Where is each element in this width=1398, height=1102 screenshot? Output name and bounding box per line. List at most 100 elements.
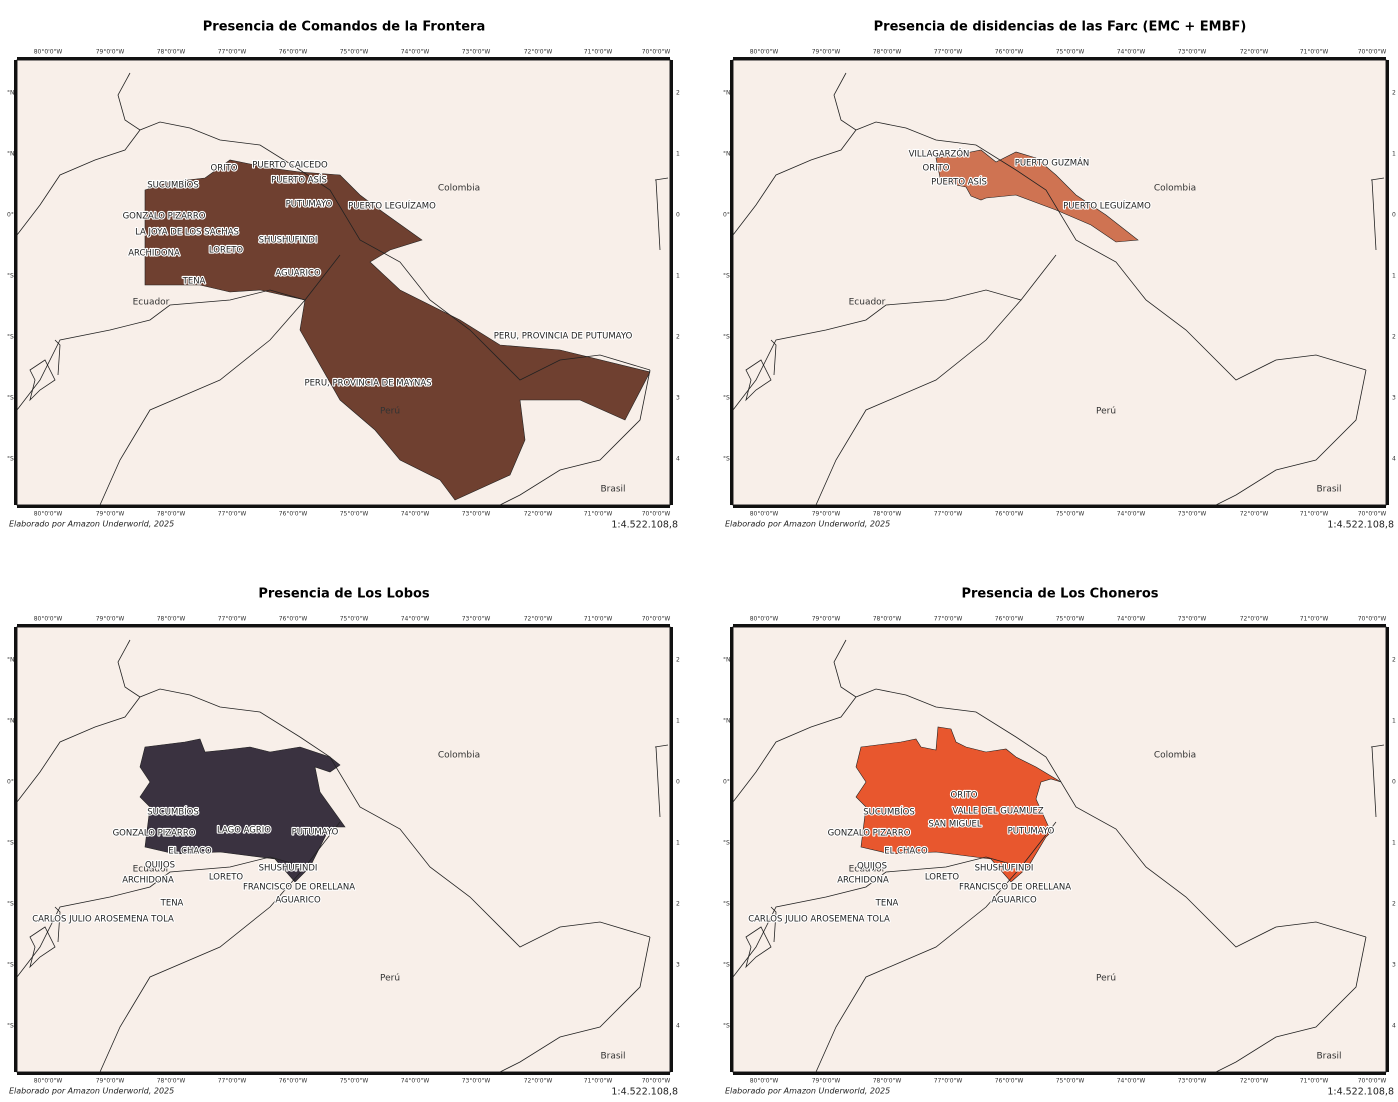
lat-tick-label: 0°	[723, 779, 730, 786]
country-label: Colombia	[1154, 751, 1196, 761]
scale: 1:4.522.108,8	[611, 1087, 678, 1098]
lon-tick-label: 75°0'0"W	[1056, 511, 1085, 518]
lat-tick-label: 0	[676, 212, 680, 219]
lon-tick-label: 72°0'0"W	[1240, 616, 1269, 623]
lon-tick-label: 71°0'0"W	[1300, 1078, 1329, 1085]
lon-tick-label: 76°0'0"W	[995, 511, 1024, 518]
lon-tick-label: 70°0'0"W	[1358, 49, 1387, 56]
lon-tick-label: 77°0'0"W	[934, 1078, 963, 1085]
country-label: Perú	[1096, 407, 1116, 417]
lat-tick-label: °N	[723, 718, 731, 725]
map-panel: Presencia de Los Lobos 80°0'0"W 80°0'0"W 79…	[7, 587, 680, 1098]
region-label: LORETO	[209, 246, 244, 256]
region-label: SHUSHUFINDI	[259, 236, 318, 246]
lat-tick-label: °S	[723, 273, 730, 280]
region-label: ARCHIDONA	[837, 876, 889, 886]
lat-tick-label: 2	[1392, 901, 1396, 908]
lat-tick-label: °S	[7, 1023, 14, 1030]
region-label: EL CHACO	[168, 847, 212, 857]
lon-tick-label: 73°0'0"W	[462, 49, 491, 56]
lon-tick-label: 76°0'0"W	[279, 511, 308, 518]
lon-tick-label: 73°0'0"W	[1178, 616, 1207, 623]
lon-tick-label: 70°0'0"W	[1358, 511, 1387, 518]
region-label: TENA	[875, 899, 899, 909]
map-panel: Presencia de disidencias de las Farc (EM…	[723, 20, 1396, 531]
lon-tick-label: 75°0'0"W	[1056, 49, 1085, 56]
lat-tick-label: 4	[676, 456, 680, 463]
lon-tick-label: 73°0'0"W	[1178, 511, 1207, 518]
lat-tick-label: 1	[676, 273, 680, 280]
lon-tick-label: 79°0'0"W	[812, 511, 841, 518]
region-label: QUIJOS	[145, 861, 175, 871]
map-panel: Presencia de Los Choneros 80°0'0"W 80°0'0"…	[723, 587, 1396, 1098]
lon-tick-label: 71°0'0"W	[1300, 616, 1329, 623]
map-panel: Presencia de Comandos de la Frontera 80°0…	[7, 20, 680, 531]
lon-tick-label: 79°0'0"W	[96, 616, 125, 623]
presence-area	[855, 726, 1062, 883]
lat-tick-label: 1	[676, 151, 680, 158]
lon-tick-label: 77°0'0"W	[218, 1078, 247, 1085]
region-label: ORITO	[211, 164, 238, 174]
lon-tick-label: 74°0'0"W	[1117, 1078, 1146, 1085]
lat-tick-label: °S	[7, 456, 14, 463]
country-label: Ecuador	[133, 298, 170, 308]
lon-tick-label: 78°0'0"W	[873, 49, 902, 56]
region-label: PUERTO GUZMÁN	[1015, 157, 1090, 169]
lon-tick-label: 75°0'0"W	[340, 49, 369, 56]
country-label: Brasil	[600, 1052, 625, 1062]
lon-tick-label: 72°0'0"W	[524, 1078, 553, 1085]
lon-tick-label: 80°0'0"W	[34, 49, 63, 56]
lon-tick-label: 78°0'0"W	[873, 616, 902, 623]
country-label: Colombia	[438, 751, 480, 761]
region-label: FRANCISCO DE ORELLANA	[243, 883, 355, 893]
lon-tick-label: 72°0'0"W	[1240, 511, 1269, 518]
lon-tick-label: 73°0'0"W	[1178, 49, 1207, 56]
lon-tick-label: 77°0'0"W	[218, 49, 247, 56]
lat-tick-label: 1	[1392, 151, 1396, 158]
region-label: AGUARICO	[275, 896, 321, 906]
region-label: EL CHACO	[884, 847, 928, 857]
lon-tick-label: 70°0'0"W	[1358, 1078, 1387, 1085]
lat-tick-label: 2	[1392, 90, 1396, 97]
lat-tick-label: 1	[676, 718, 680, 725]
lon-tick-label: 71°0'0"W	[1300, 511, 1329, 518]
lat-tick-label: °S	[7, 840, 14, 847]
lon-tick-label: 75°0'0"W	[340, 616, 369, 623]
lat-tick-label: 1	[676, 840, 680, 847]
lat-tick-label: 0°	[7, 779, 14, 786]
region-label: CARLOS JULIO AROSEMENA TOLA	[748, 915, 890, 925]
lon-tick-label: 71°0'0"W	[584, 616, 613, 623]
lon-tick-label: 73°0'0"W	[462, 1078, 491, 1085]
lat-tick-label: 2	[676, 657, 680, 664]
lon-tick-label: 72°0'0"W	[1240, 1078, 1269, 1085]
panel-title: Presencia de disidencias de las Farc (EM…	[874, 20, 1247, 35]
region-label: ORITO	[951, 791, 978, 801]
map-frame	[729, 623, 1390, 1076]
panel-title: Presencia de Comandos de la Frontera	[203, 20, 485, 35]
lon-tick-label: 80°0'0"W	[34, 1078, 63, 1085]
region-label: VILLAGARZÓN	[909, 148, 970, 160]
region-label: LORETO	[209, 873, 244, 883]
lon-tick-label: 78°0'0"W	[873, 1078, 902, 1085]
lon-tick-label: 80°0'0"W	[750, 49, 779, 56]
lon-tick-label: 75°0'0"W	[1056, 1078, 1085, 1085]
lat-tick-label: °S	[723, 456, 730, 463]
lat-tick-label: °S	[723, 962, 730, 969]
credit: Elaborado por Amazon Underworld, 2025	[725, 1087, 890, 1096]
lon-tick-label: 73°0'0"W	[1178, 1078, 1207, 1085]
lat-tick-label: 3	[1392, 395, 1396, 402]
lon-tick-label: 80°0'0"W	[34, 511, 63, 518]
lon-tick-label: 78°0'0"W	[873, 511, 902, 518]
lon-tick-label: 71°0'0"W	[584, 1078, 613, 1085]
lon-tick-label: 78°0'0"W	[157, 49, 186, 56]
lat-tick-label: 0°	[723, 212, 730, 219]
lat-tick-label: 2	[676, 90, 680, 97]
lon-tick-label: 76°0'0"W	[279, 616, 308, 623]
region-label: SHUSHUFINDI	[975, 864, 1034, 874]
region-label: GONZALO PIZARRO	[828, 829, 911, 839]
lon-tick-label: 74°0'0"W	[401, 511, 430, 518]
lat-tick-label: 2	[676, 334, 680, 341]
country-label: Ecuador	[133, 865, 170, 875]
lon-tick-label: 72°0'0"W	[1240, 49, 1269, 56]
